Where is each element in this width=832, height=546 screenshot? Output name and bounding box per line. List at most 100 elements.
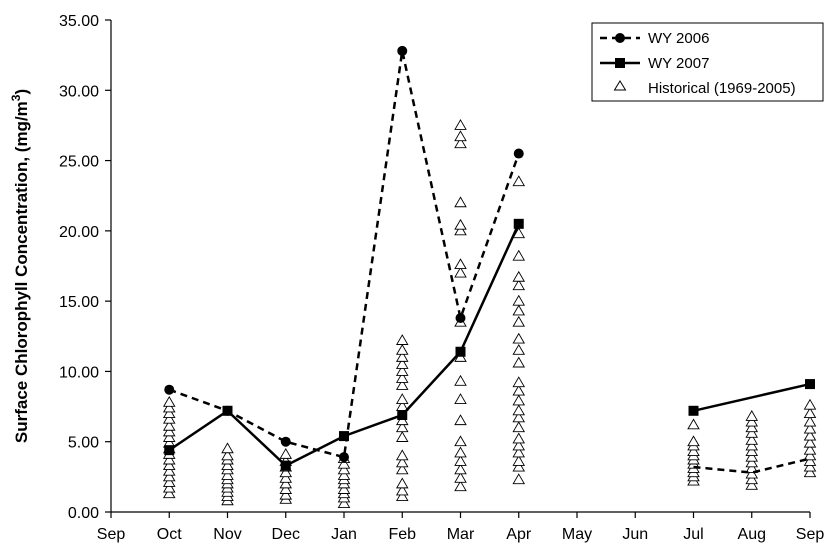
historical-point bbox=[803, 429, 817, 441]
historical-point bbox=[512, 175, 526, 187]
series-point bbox=[280, 460, 291, 471]
legend: WY 2006 WY 2007 Historical (1969-2005) bbox=[591, 22, 824, 102]
historical-point bbox=[454, 258, 467, 270]
historical-point bbox=[279, 477, 293, 489]
historical-point bbox=[162, 412, 176, 424]
historical-series bbox=[162, 119, 817, 509]
historical-point bbox=[687, 445, 700, 457]
historical-point bbox=[687, 435, 700, 447]
historical-point bbox=[162, 459, 176, 471]
historical-point bbox=[803, 454, 817, 466]
historical-point bbox=[454, 454, 467, 466]
series-point bbox=[339, 452, 349, 463]
historical-point bbox=[512, 384, 526, 396]
series-point bbox=[805, 379, 815, 390]
series-point bbox=[397, 410, 408, 421]
historical-point bbox=[745, 426, 759, 438]
historical-point bbox=[745, 421, 759, 433]
historical-point bbox=[162, 419, 176, 431]
historical-point bbox=[454, 224, 467, 236]
historical-point bbox=[162, 470, 176, 482]
historical-point bbox=[745, 410, 759, 421]
historical-point bbox=[454, 119, 467, 130]
historical-point bbox=[512, 294, 526, 306]
historical-point bbox=[687, 418, 700, 430]
historical-point bbox=[337, 483, 351, 494]
historical-point bbox=[162, 481, 176, 493]
historical-point bbox=[395, 372, 409, 383]
historical-point bbox=[395, 431, 409, 442]
historical-point bbox=[512, 270, 526, 282]
historical-point bbox=[454, 266, 467, 278]
x-tick-label: Apr bbox=[506, 526, 532, 543]
historical-point bbox=[162, 431, 176, 442]
historical-point bbox=[803, 398, 817, 410]
x-ticks: Sep Oct Nov Dec Jan Feb Mar Apr May Jun Jul Aug Sep bbox=[97, 512, 824, 543]
series-line bbox=[693, 457, 811, 474]
historical-point bbox=[745, 473, 759, 485]
historical-point bbox=[745, 467, 759, 479]
series-line bbox=[168, 50, 520, 459]
x-tick-label: Nov bbox=[213, 526, 241, 543]
historical-point bbox=[395, 484, 409, 496]
historical-point bbox=[803, 449, 817, 461]
historical-point bbox=[221, 459, 234, 471]
historical-point bbox=[803, 407, 817, 419]
series-point bbox=[280, 436, 291, 447]
historical-point bbox=[395, 421, 409, 433]
historical-point bbox=[395, 350, 409, 362]
historical-point bbox=[395, 463, 409, 475]
historical-point bbox=[337, 457, 351, 469]
historical-point bbox=[454, 463, 467, 475]
historical-point bbox=[745, 478, 759, 490]
historical-point bbox=[512, 432, 526, 444]
historical-point bbox=[279, 483, 293, 494]
legend-historical-label: Historical (1969-2005) bbox=[648, 80, 796, 97]
historical-point bbox=[512, 421, 526, 433]
historical-point bbox=[512, 356, 526, 368]
historical-point bbox=[337, 463, 351, 475]
historical-point bbox=[745, 450, 759, 462]
series-point bbox=[222, 405, 233, 416]
x-tick-label: Feb bbox=[388, 526, 416, 543]
historical-point bbox=[803, 422, 817, 434]
historical-point bbox=[162, 464, 176, 476]
historical-point bbox=[454, 446, 467, 458]
x-tick-label: Jul bbox=[683, 526, 703, 543]
historical-point bbox=[745, 462, 759, 473]
historical-point bbox=[803, 443, 817, 455]
y-axis-label: Surface Chlorophyll Concentration, (mg/m… bbox=[9, 89, 31, 443]
historical-point bbox=[512, 227, 526, 239]
y-tick-label: 35.00 bbox=[59, 13, 99, 30]
legend-historical-marker bbox=[613, 80, 627, 91]
historical-point bbox=[512, 404, 526, 416]
historical-point bbox=[745, 439, 759, 451]
historical-point bbox=[454, 137, 467, 149]
historical-point bbox=[162, 487, 176, 499]
historical-point bbox=[454, 374, 467, 386]
series-point bbox=[397, 45, 408, 56]
series-point bbox=[164, 384, 175, 395]
historical-point bbox=[745, 415, 759, 427]
historical-point bbox=[279, 488, 293, 500]
historical-point bbox=[512, 315, 526, 327]
series-point bbox=[455, 346, 466, 357]
historical-point bbox=[745, 445, 759, 457]
historical-point bbox=[454, 414, 467, 426]
x-tick-label: May bbox=[562, 526, 592, 543]
historical-point bbox=[395, 449, 409, 461]
series-point bbox=[513, 148, 524, 159]
historical-point bbox=[454, 218, 467, 230]
historical-point bbox=[395, 393, 409, 404]
historical-point bbox=[512, 249, 526, 261]
historical-point bbox=[745, 433, 759, 445]
historical-point bbox=[162, 425, 176, 437]
x-tick-label: Oct bbox=[157, 526, 182, 543]
historical-point bbox=[162, 395, 176, 407]
x-tick-label: Mar bbox=[447, 526, 475, 543]
historical-point bbox=[395, 490, 409, 501]
historical-point bbox=[279, 466, 293, 478]
historical-point bbox=[395, 358, 409, 369]
y-tick-label: 20.00 bbox=[59, 224, 99, 241]
